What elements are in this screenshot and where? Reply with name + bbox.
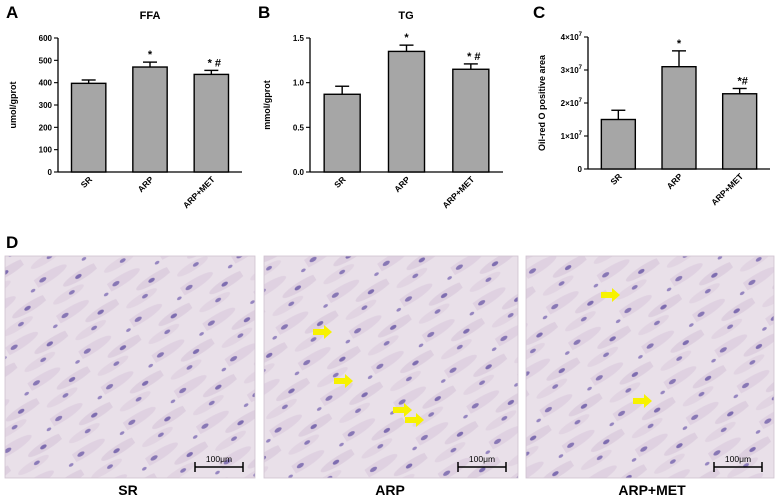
micrograph-caption-sr: SR	[118, 482, 137, 498]
scale-bar-label: 100μm	[725, 454, 751, 464]
bar	[132, 66, 168, 173]
bar	[193, 73, 230, 173]
y-tick-label: 3×107	[561, 65, 583, 75]
y-tick-label: 200	[39, 123, 53, 132]
y-tick-label: 1×107	[561, 131, 583, 141]
x-tick-label: ARP	[136, 174, 156, 194]
bar	[323, 93, 361, 173]
arrow-marker	[393, 403, 412, 417]
micrograph-border	[263, 255, 519, 479]
y-tick-label: 0	[48, 168, 53, 177]
arrow-marker	[313, 325, 332, 339]
y-tick-label: 2×107	[561, 98, 583, 108]
arrow-marker	[334, 374, 353, 388]
chart-tg: TG mmol/gprot 0.0 0.5 1.0 1.5 SR * ARP * # ARP+MET	[262, 10, 503, 210]
micrograph-caption-arp: ARP	[375, 482, 405, 498]
micrograph-arp-met: 100μm	[525, 255, 775, 479]
significance-marker: *#	[737, 75, 747, 87]
micrograph-arp: 100μm	[263, 255, 519, 479]
x-tick-label: ARP+MET	[709, 171, 746, 208]
micrograph-sr: 100μm	[4, 255, 256, 479]
bar	[452, 68, 490, 173]
y-axis-label: Oil-red O positive area	[537, 54, 547, 151]
y-tick-label: 1.0	[293, 79, 305, 88]
chart-oil-red-o: Oil-red O positive area 0 1×107 2×107 3×107 4…	[537, 32, 770, 207]
micrograph-border	[525, 255, 775, 479]
bar	[721, 93, 758, 170]
x-tick-label: ARP	[392, 174, 412, 194]
scale-bar-label: 100μm	[206, 454, 232, 464]
y-tick-label: 400	[39, 79, 53, 88]
y-tick-label: 4×107	[561, 32, 583, 42]
x-tick-label: ARP+MET	[440, 174, 477, 211]
significance-marker: *	[677, 38, 682, 50]
y-tick-label: 300	[39, 101, 53, 110]
panel-letter-b: B	[258, 3, 270, 22]
significance-marker: *	[404, 32, 409, 44]
x-tick-label: SR	[608, 171, 623, 186]
significance-marker: * #	[467, 51, 480, 63]
panel-letter-a: A	[6, 3, 18, 22]
arrow-marker	[405, 413, 424, 427]
x-tick-label: SR	[332, 174, 347, 189]
bar	[70, 82, 107, 173]
chart-title: FFA	[140, 10, 161, 22]
micrograph-border	[4, 255, 256, 479]
y-tick-label: 100	[39, 146, 53, 155]
x-tick-label: SR	[79, 174, 94, 189]
chart-title: TG	[398, 10, 413, 22]
panel-letter-c: C	[533, 3, 545, 22]
y-tick-label: 500	[39, 56, 53, 65]
bar	[387, 50, 426, 173]
y-axis-label: mmol/gprot	[262, 80, 272, 130]
y-tick-label: 0.5	[293, 123, 305, 132]
micrograph-image	[264, 256, 518, 478]
y-tick-label: 1.5	[293, 34, 305, 43]
x-tick-label: ARP	[665, 171, 685, 191]
significance-marker: * #	[208, 57, 221, 69]
panel-letter-d: D	[6, 233, 18, 252]
y-tick-label: 0.0	[293, 168, 305, 177]
bar	[600, 118, 637, 170]
y-tick-label: 600	[39, 34, 53, 43]
micrograph-image	[526, 256, 774, 478]
micrograph-image	[5, 256, 255, 478]
arrow-marker	[601, 288, 620, 302]
chart-ffa: FFA umol/gprot 0 100 200 300 400 500 600 SR * ARP * …	[8, 10, 242, 210]
y-tick-label: 0	[578, 165, 583, 174]
significance-marker: *	[148, 49, 153, 61]
bar	[661, 65, 697, 170]
scale-bar-label: 100μm	[469, 454, 495, 464]
x-tick-label: ARP+MET	[181, 174, 218, 211]
arrow-marker	[633, 394, 652, 408]
y-axis-label: umol/gprot	[8, 82, 18, 129]
micrograph-caption-arp-met: ARP+MET	[618, 482, 686, 498]
